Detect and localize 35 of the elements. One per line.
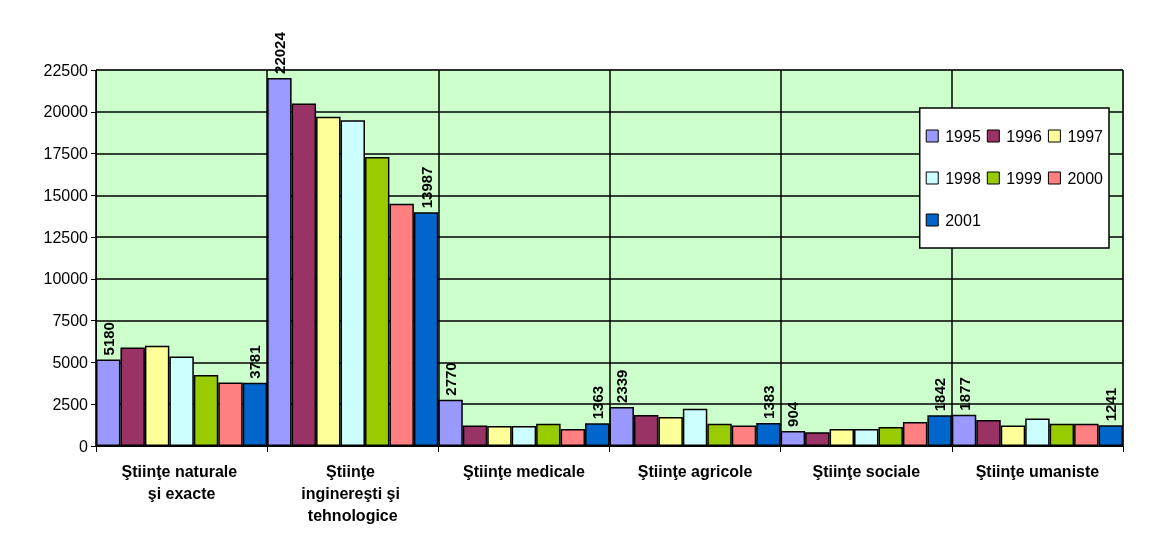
x-tick-label: Ştiinţe medicale [463, 462, 585, 480]
data-label: 1842 [931, 377, 949, 412]
data-label: 3781 [246, 345, 264, 379]
y-tick-label: 22500 [43, 61, 89, 79]
y-tick-label: 17500 [43, 145, 89, 163]
data-label: 1383 [759, 385, 777, 419]
y-tick-label: 15000 [43, 186, 89, 204]
y-tick-label: 12500 [43, 228, 89, 246]
legend-label: 2001 [945, 211, 981, 229]
x-tick-label: Ştiinţe umaniste [975, 462, 1100, 480]
x-tick-label: Ştiinţe agricole [637, 462, 753, 480]
data-label: 1877 [955, 377, 973, 411]
data-label: 5180 [99, 322, 117, 356]
data-label: 2770 [442, 362, 460, 396]
legend-label: 1995 [945, 127, 981, 145]
y-tick-label: 2500 [52, 395, 89, 413]
data-label: 2339 [613, 369, 631, 403]
legend-label: 1997 [1067, 127, 1104, 145]
data-label: 1241 [1102, 387, 1120, 422]
x-tick-label: Ştiinţe naturale şi exacte [121, 462, 242, 502]
legend-label: 1996 [1006, 127, 1043, 145]
data-label: 13987 [417, 166, 435, 209]
y-tick-label: 20000 [43, 103, 89, 121]
y-tick-label: 5000 [52, 353, 89, 371]
y-tick-label: 7500 [52, 312, 89, 330]
data-label: 904 [784, 401, 802, 427]
y-tick-label: 10000 [43, 270, 89, 288]
legend-label: 1998 [945, 169, 981, 187]
x-tick-label: Ştiinţe sociale [812, 462, 921, 480]
data-label: 1363 [588, 385, 606, 420]
data-label: 22024 [270, 31, 288, 74]
legend-label: 2000 [1067, 169, 1104, 187]
legend-label: 1999 [1006, 169, 1043, 187]
y-tick-label: 0 [79, 437, 89, 455]
x-tick-label: Ştiinţe inginereşti şi tehnologice [301, 462, 405, 524]
